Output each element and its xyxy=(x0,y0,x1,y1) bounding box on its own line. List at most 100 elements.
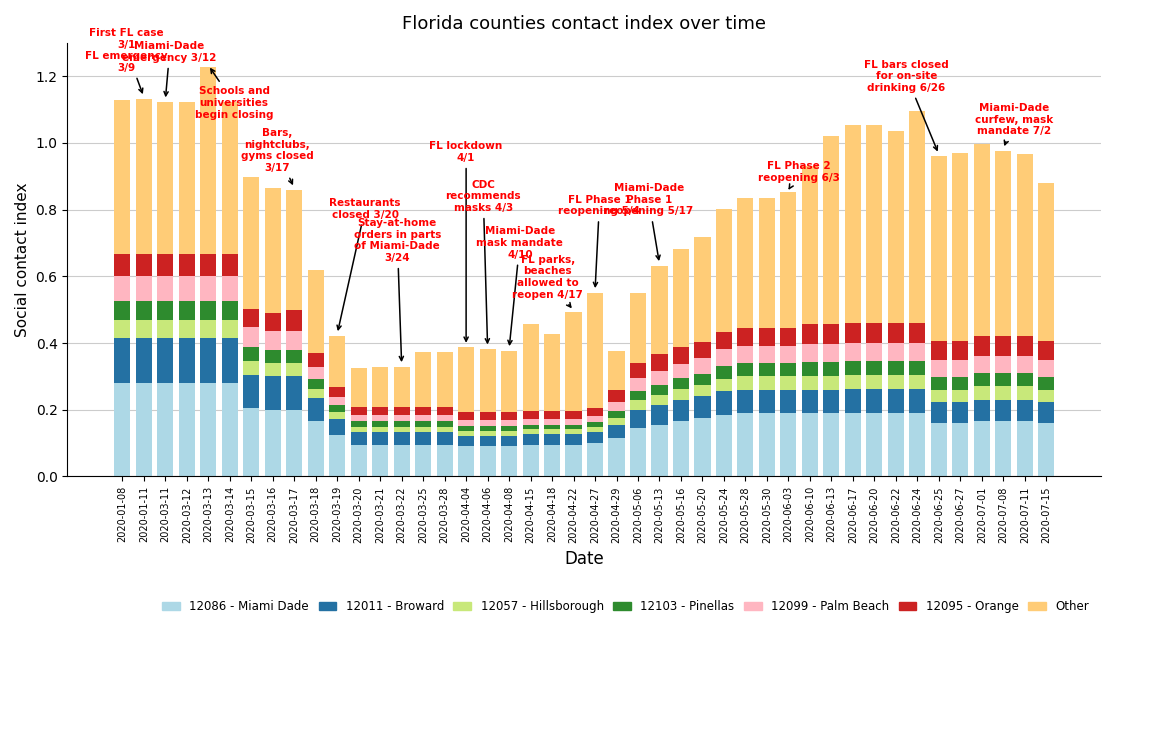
Text: Schools and
universities
begin closing: Schools and universities begin closing xyxy=(195,69,273,120)
Bar xyxy=(437,352,453,407)
Bar xyxy=(931,389,947,402)
Bar xyxy=(737,363,753,376)
Bar xyxy=(780,363,797,376)
Bar xyxy=(652,385,668,395)
Bar xyxy=(114,383,131,476)
Bar xyxy=(652,425,668,476)
Bar xyxy=(588,416,603,422)
Bar xyxy=(286,309,303,331)
Text: Miami-Dade
Phase 1
reopening 5/17: Miami-Dade Phase 1 reopening 5/17 xyxy=(604,183,694,260)
Text: FL Phase 1
reopening 5/4: FL Phase 1 reopening 5/4 xyxy=(558,195,640,287)
Bar xyxy=(652,395,668,404)
Bar xyxy=(1038,423,1055,476)
Bar xyxy=(588,293,603,407)
Bar xyxy=(952,377,968,389)
Bar xyxy=(243,361,259,374)
Bar xyxy=(588,432,603,443)
Bar xyxy=(952,360,968,377)
Bar xyxy=(222,254,238,276)
Bar xyxy=(200,383,216,476)
Bar xyxy=(888,413,904,476)
Bar xyxy=(501,413,517,420)
Bar xyxy=(373,432,388,445)
Bar xyxy=(565,429,582,434)
Bar xyxy=(630,428,646,476)
Bar xyxy=(265,313,280,331)
Bar xyxy=(716,349,732,366)
Text: FL bars closed
for on-site
drinking 6/26: FL bars closed for on-site drinking 6/26 xyxy=(864,60,948,150)
Bar xyxy=(759,413,776,476)
Bar xyxy=(565,425,582,429)
Bar xyxy=(780,192,797,328)
Text: CDC
recommends
masks 4/3: CDC recommends masks 4/3 xyxy=(445,180,521,343)
Bar xyxy=(458,446,474,476)
Bar xyxy=(522,429,538,434)
Bar xyxy=(501,436,517,446)
Bar xyxy=(179,383,195,476)
Bar xyxy=(501,431,517,436)
Bar xyxy=(480,426,495,431)
Bar xyxy=(673,249,689,347)
Bar xyxy=(673,364,689,378)
Text: Miami-Dade
curfew, mask
mandate 7/2: Miami-Dade curfew, mask mandate 7/2 xyxy=(975,103,1054,145)
Bar xyxy=(823,362,840,376)
Bar xyxy=(544,419,561,425)
Bar xyxy=(243,374,259,408)
Bar xyxy=(286,410,303,476)
Bar xyxy=(1016,373,1033,386)
Bar xyxy=(1038,183,1055,341)
Bar xyxy=(415,432,431,445)
Bar xyxy=(780,328,797,346)
Bar xyxy=(307,379,324,389)
Bar xyxy=(588,443,603,476)
Bar xyxy=(350,445,367,476)
Bar xyxy=(329,405,346,412)
Bar xyxy=(867,343,882,361)
Bar xyxy=(114,276,131,301)
Text: FL parks,
beaches
allowed to
reopen 4/17: FL parks, beaches allowed to reopen 4/17 xyxy=(513,255,583,307)
Bar xyxy=(286,363,303,376)
Bar xyxy=(544,334,561,410)
Bar xyxy=(437,407,453,415)
Bar xyxy=(135,254,152,276)
Bar xyxy=(844,361,861,375)
Bar xyxy=(522,434,538,445)
Bar xyxy=(1016,422,1033,476)
Bar xyxy=(974,336,989,356)
Bar xyxy=(673,347,689,364)
Bar xyxy=(630,401,646,410)
Bar xyxy=(565,312,582,410)
Bar xyxy=(695,386,710,396)
Bar xyxy=(974,356,989,373)
Bar xyxy=(823,413,840,476)
Bar xyxy=(1038,402,1055,423)
Bar xyxy=(158,338,173,383)
Bar xyxy=(823,389,840,413)
Bar xyxy=(931,423,947,476)
Bar xyxy=(373,427,388,432)
Bar xyxy=(222,276,238,301)
Bar xyxy=(716,366,732,379)
Bar xyxy=(652,354,668,371)
Bar xyxy=(630,363,646,378)
Bar xyxy=(243,408,259,476)
Bar xyxy=(501,420,517,426)
Bar xyxy=(759,346,776,363)
Bar xyxy=(437,415,453,422)
Bar xyxy=(222,383,238,476)
Bar xyxy=(995,356,1011,373)
Bar xyxy=(844,389,861,413)
Bar xyxy=(609,438,625,476)
Bar xyxy=(415,407,431,415)
Bar xyxy=(350,432,367,445)
Bar xyxy=(716,379,732,392)
Text: Miami-Dade
mask mandate
4/10: Miami-Dade mask mandate 4/10 xyxy=(477,226,563,345)
Bar xyxy=(609,418,625,425)
Bar xyxy=(909,361,925,375)
Bar xyxy=(802,376,818,389)
Bar xyxy=(114,254,131,276)
Bar xyxy=(673,389,689,400)
Bar xyxy=(265,410,280,476)
Bar xyxy=(867,375,882,389)
Bar xyxy=(350,369,367,407)
